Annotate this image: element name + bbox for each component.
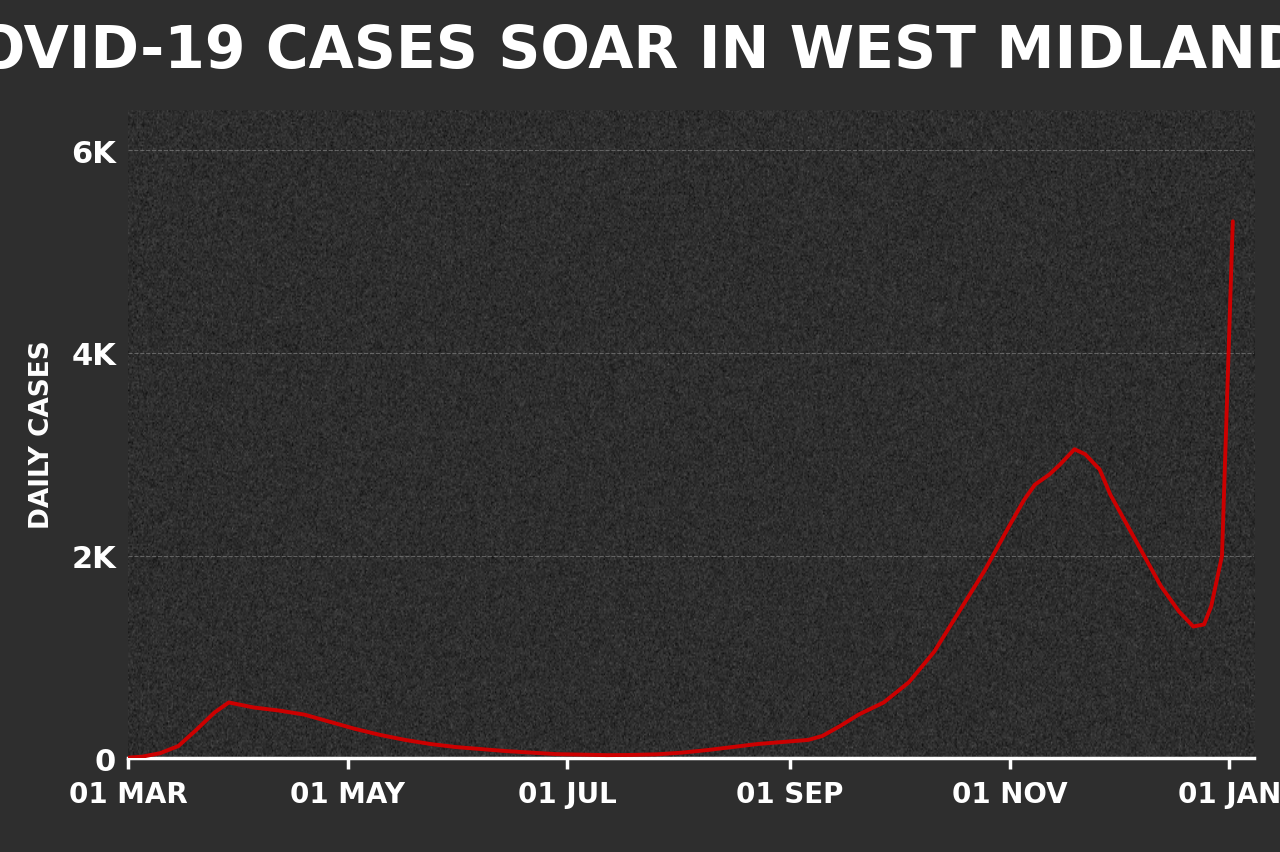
- Y-axis label: DAILY CASES: DAILY CASES: [28, 340, 55, 529]
- Text: COVID-19 CASES SOAR IN WEST MIDLANDS: COVID-19 CASES SOAR IN WEST MIDLANDS: [0, 23, 1280, 79]
